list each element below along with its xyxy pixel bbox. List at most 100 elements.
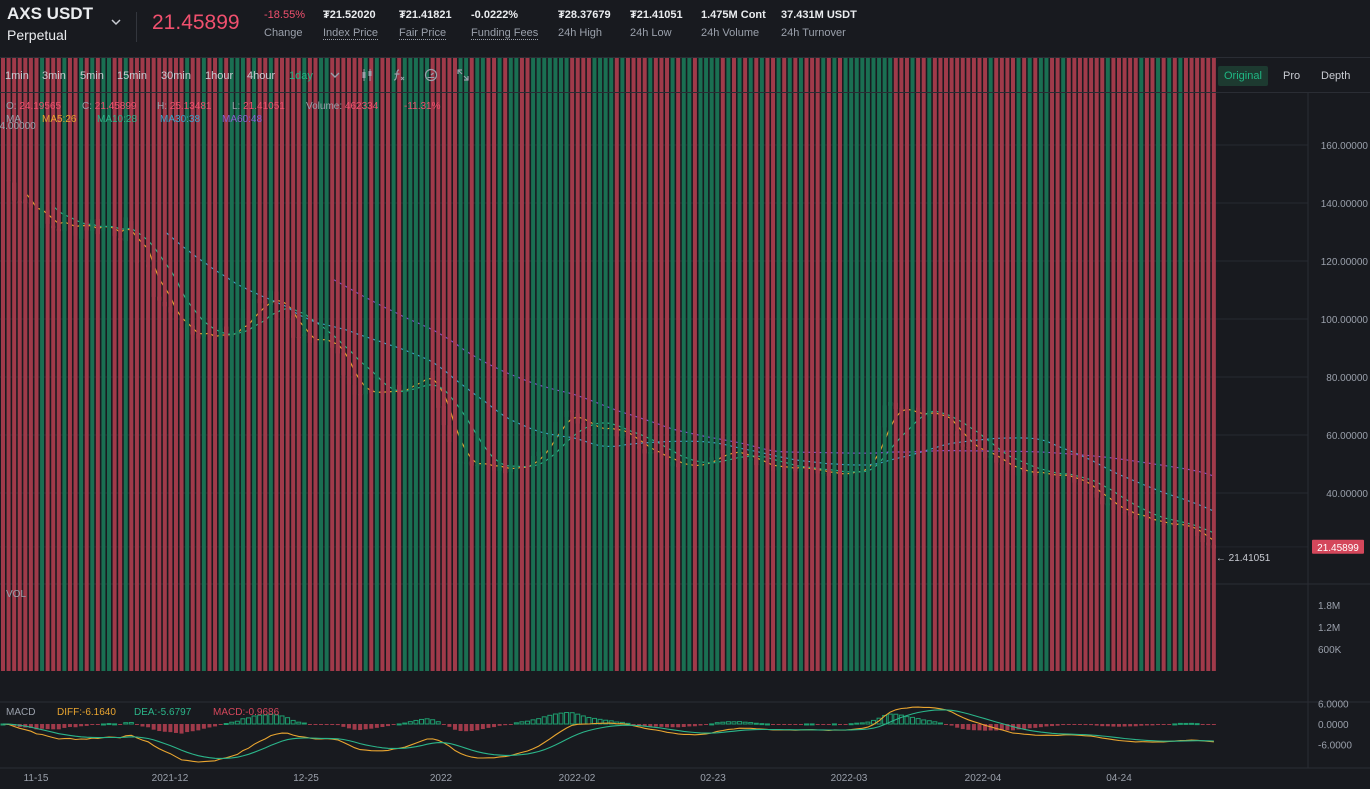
- macd-histogram-bar: [319, 724, 324, 725]
- volume-bar: [185, 0, 190, 671]
- macd-histogram-bar: [670, 724, 675, 728]
- volume-bar: [497, 0, 502, 671]
- legend-close: C: 21.45899: [82, 101, 137, 112]
- volume-bar: [916, 0, 921, 671]
- macd-histogram-bar: [40, 724, 45, 729]
- chevron-down-icon[interactable]: [109, 15, 123, 29]
- volume-bar: [40, 0, 45, 671]
- funding-fees-label[interactable]: Funding Fees: [471, 27, 539, 39]
- macd-histogram-bar: [279, 715, 285, 725]
- volume-bar: [436, 0, 441, 671]
- volume-bar: [1150, 0, 1155, 671]
- macd-histogram-bar: [246, 717, 252, 725]
- macd-histogram-bar: [1005, 724, 1010, 731]
- interval-4hour[interactable]: 4hour: [247, 70, 276, 82]
- volume-bar: [291, 0, 296, 671]
- volume-bar: [1077, 0, 1082, 671]
- macd-histogram-bar: [234, 720, 240, 725]
- view-original[interactable]: Original: [1218, 66, 1268, 86]
- macd-histogram-bar: [1133, 724, 1138, 727]
- volume-bar: [363, 0, 368, 671]
- view-depth[interactable]: Depth: [1321, 70, 1351, 82]
- time-axis-tick: 04-24: [1106, 773, 1132, 784]
- fair-price-value: ₮21.41821: [399, 9, 452, 21]
- interval-15min[interactable]: 15min: [117, 70, 147, 82]
- volume-bar: [1178, 0, 1183, 671]
- interval-1day[interactable]: 1day: [289, 70, 313, 82]
- macd-diff-line: [2, 706, 1214, 763]
- macd-histogram-bar: [926, 720, 932, 725]
- volume-bar: [743, 0, 748, 671]
- stat-fair-price[interactable]: ₮21.41821 Fair Price: [399, 9, 452, 39]
- volume-bar: [804, 0, 809, 671]
- macd-histogram-bar: [352, 724, 357, 730]
- macd-histogram-bar: [586, 716, 592, 725]
- macd-histogram-bar: [748, 722, 754, 725]
- view-pro[interactable]: Pro: [1283, 70, 1301, 82]
- volume-bar: [787, 0, 792, 671]
- volume-bar: [782, 0, 787, 671]
- volume-bar: [960, 0, 965, 671]
- fair-price-label[interactable]: Fair Price: [399, 27, 447, 39]
- macd-histogram-bar: [580, 715, 586, 725]
- volume-bar: [118, 0, 123, 671]
- macd-histogram-bar: [771, 724, 776, 725]
- macd-histogram-bar: [759, 723, 765, 726]
- macd-histogram-bar: [608, 720, 614, 725]
- turnover-24h-value: 37.431M USDT: [781, 9, 857, 21]
- volume-bar: [430, 0, 435, 671]
- volume-bar: [441, 0, 446, 671]
- time-axis-tick: 2022-02: [559, 773, 596, 784]
- chevron-down-icon[interactable]: [328, 68, 342, 82]
- volume-bar: [955, 0, 960, 671]
- interval-30min[interactable]: 30min: [161, 70, 191, 82]
- macd-histogram-bar: [698, 724, 703, 726]
- interval-1min[interactable]: 1min: [5, 70, 29, 82]
- macd-histogram-bar: [1117, 724, 1121, 727]
- macd-histogram-bar: [218, 724, 223, 725]
- volume-bar: [391, 0, 396, 671]
- macd-histogram-bar: [79, 724, 84, 727]
- volume-bar: [335, 0, 340, 671]
- volume-bar: [408, 0, 413, 671]
- stat-funding-fees[interactable]: -0.0222% Funding Fees: [471, 9, 538, 39]
- interval-3min[interactable]: 3min: [42, 70, 66, 82]
- volume-bar: [480, 0, 485, 671]
- volume-bar: [285, 0, 290, 671]
- macd-histogram-bar: [162, 724, 167, 732]
- volume-bar: [1211, 0, 1216, 671]
- volume-axis-tick: 1.8M: [1318, 601, 1340, 612]
- macd-histogram-bar: [358, 724, 363, 731]
- macd-histogram-bar: [307, 724, 312, 725]
- volume-bar: [631, 0, 636, 671]
- macd-histogram-bar: [1161, 724, 1166, 725]
- macd-histogram-bar: [687, 724, 692, 727]
- macd-histogram-bar: [134, 724, 139, 725]
- volume-bar: [1172, 0, 1177, 671]
- time-axis-tick: 2022-03: [831, 773, 868, 784]
- volume-bar: [860, 0, 865, 671]
- settings-gauge-icon[interactable]: [424, 68, 438, 82]
- macd-histogram-bar: [725, 721, 731, 725]
- macd-histogram-bar: [937, 722, 943, 725]
- index-price-label[interactable]: Index Price: [323, 27, 379, 39]
- symbol-name[interactable]: AXS USDT: [7, 4, 93, 23]
- candlestick-icon[interactable]: [360, 68, 374, 82]
- interval-5min[interactable]: 5min: [80, 70, 104, 82]
- indicator-fx-icon[interactable]: [392, 68, 406, 82]
- volume-bar: [402, 0, 407, 671]
- volume-bar: [581, 0, 586, 671]
- volume-bar: [944, 0, 949, 671]
- ma10-label: MA10:28: [97, 114, 138, 125]
- fullscreen-icon[interactable]: [456, 68, 470, 82]
- volume-bar: [386, 0, 391, 671]
- macd-histogram-bar: [285, 717, 291, 725]
- legend-open: O: 24.19565: [6, 101, 62, 112]
- macd-histogram-bar: [118, 724, 123, 725]
- macd-histogram-bar: [1083, 724, 1088, 726]
- low-price-marker: ← 21.41051: [1216, 553, 1271, 564]
- stat-index-price[interactable]: ₮21.52020 Index Price: [323, 9, 378, 39]
- interval-1hour[interactable]: 1hour: [205, 70, 234, 82]
- stat-24h-turnover: 37.431M USDT 24h Turnover: [781, 9, 857, 39]
